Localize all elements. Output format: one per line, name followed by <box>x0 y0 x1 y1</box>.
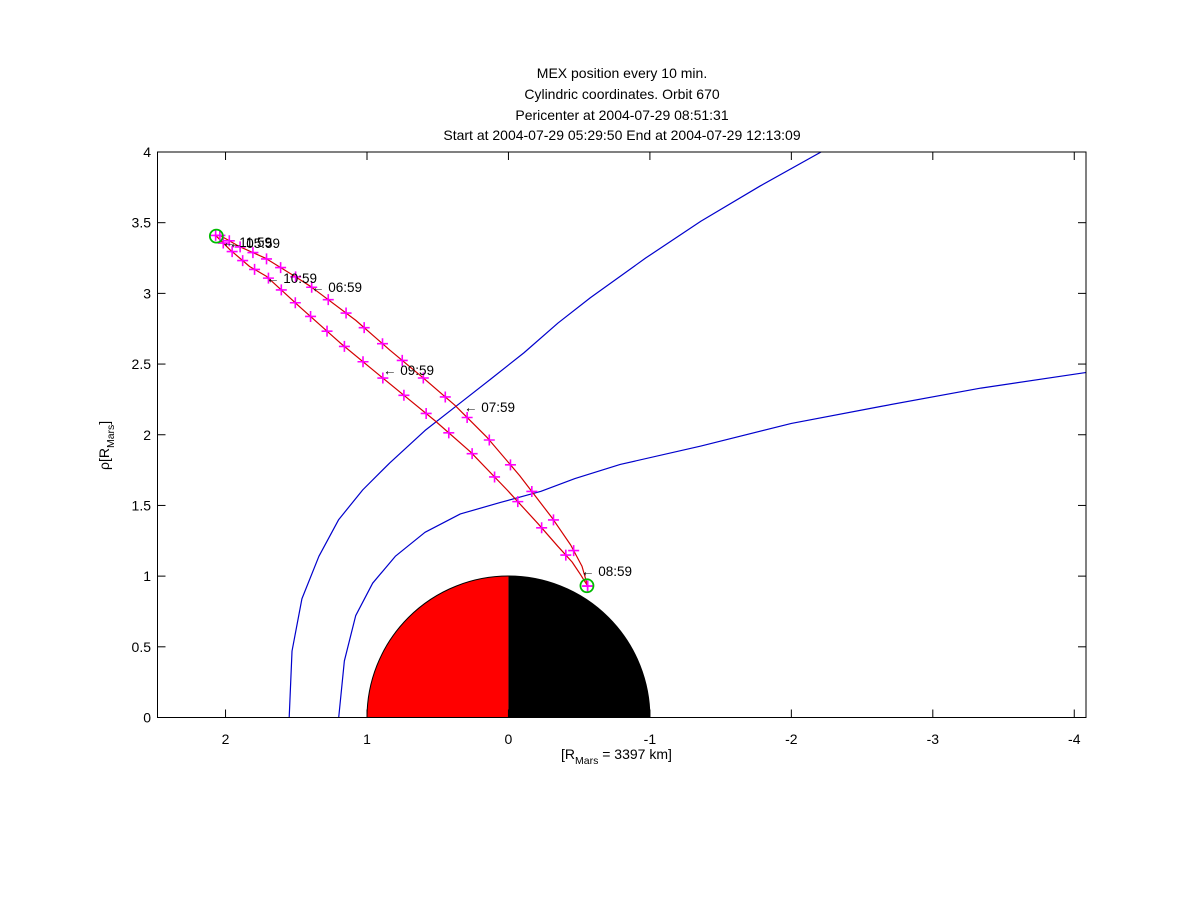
trajectory-marker <box>234 241 246 253</box>
x-tick-label: 2 <box>222 731 230 747</box>
trajectory-marker <box>504 459 516 471</box>
trajectory-marker <box>568 545 580 557</box>
annotation-layer: ← 11:59← 05:59 ← 10:59← 06:59 ← 09:59 ← 07:… <box>222 235 632 579</box>
trajectory-marker <box>289 297 301 309</box>
time-annotation: ← 05:59 <box>229 236 280 251</box>
title-line-2: Cylindric coordinates. Orbit 670 <box>524 86 720 102</box>
trajectory-marker <box>489 471 501 483</box>
time-annotation: ← 09:59 <box>383 363 434 378</box>
time-annotation: ← 10:59 <box>266 271 317 286</box>
trajectory-marker <box>483 434 495 446</box>
title-line-4: Start at 2004-07-29 05:29:50 End at 2004… <box>443 127 800 143</box>
trajectory-marker <box>226 246 238 258</box>
y-tick-label: 0.5 <box>132 639 152 655</box>
y-tick-label: 4 <box>143 144 151 160</box>
mpb-model-curve <box>338 371 1086 718</box>
trajectory-marker <box>338 340 350 352</box>
trajectory-marker <box>417 372 429 384</box>
trajectory-marker <box>305 310 317 322</box>
title-line-3: Pericenter at 2004-07-29 08:51:31 <box>515 107 728 123</box>
trajectory-marker <box>377 372 389 384</box>
trajectory-marker <box>358 322 370 334</box>
trajectory-marker <box>321 325 333 337</box>
trajectory-marker <box>249 263 261 275</box>
x-tick-label: -4 <box>1068 731 1081 747</box>
y-axis-label: ρ[RMars] <box>96 421 117 470</box>
time-annotation: ← 11:59 <box>222 235 272 250</box>
bow-shock-model-curve <box>288 152 822 718</box>
time-annotation: ← 08:59 <box>581 564 632 579</box>
trajectory-marker <box>357 356 369 368</box>
trajectory-marker <box>322 294 334 306</box>
y-tick-label: 0 <box>143 710 151 726</box>
trajectory-marker <box>547 514 559 526</box>
trajectory-marker <box>582 580 594 592</box>
title-line-1: MEX position every 10 min. <box>537 65 707 81</box>
x-tick-label: -1 <box>644 731 657 747</box>
planet-outline <box>366 575 651 718</box>
trajectory-marker <box>443 427 455 439</box>
trajectory-marker <box>210 229 222 241</box>
time-annotation: ← 07:59 <box>464 400 515 415</box>
trajectory-marker <box>275 262 287 274</box>
trajectory-marker <box>223 235 235 247</box>
trajectory-marker <box>237 255 249 267</box>
trajectory-marker <box>398 389 410 401</box>
y-tick-label: 3 <box>143 285 151 301</box>
trajectory-marker <box>420 407 432 419</box>
y-tick-label: 3.5 <box>132 215 152 231</box>
trajectory-marker <box>439 391 451 403</box>
trajectory-marker <box>217 237 229 249</box>
trajectory-marker <box>306 281 318 293</box>
y-tick-label: 2 <box>143 427 151 443</box>
plot-area <box>208 152 1086 718</box>
orbit-start-end-circle <box>208 228 224 244</box>
trajectory-marker <box>526 485 538 497</box>
planet-dayside <box>366 576 509 718</box>
x-tick-label: 0 <box>505 731 513 747</box>
trajectory-marker <box>396 354 408 366</box>
trajectory-marker <box>261 253 273 265</box>
trajectory-marker <box>560 549 572 561</box>
trajectory-marker <box>290 271 302 283</box>
trajectory-marker <box>512 496 524 508</box>
trajectory-marker <box>247 247 259 259</box>
y-tick-label: 2.5 <box>132 356 152 372</box>
y-tick-label: 1.5 <box>132 497 152 513</box>
pericenter-circle <box>579 578 595 594</box>
trajectory-marker <box>262 272 274 284</box>
time-annotation: ← 06:59 <box>311 280 362 295</box>
trajectory-marker <box>536 522 548 534</box>
trajectory-marker <box>461 412 473 424</box>
plot-border <box>157 151 1087 718</box>
trajectory-marker <box>466 448 478 460</box>
trajectory-marker <box>340 307 352 319</box>
x-tick-label: 1 <box>363 731 371 747</box>
x-tick-label: -2 <box>785 731 798 747</box>
y-tick-label: 1 <box>143 568 151 584</box>
trajectory-marker <box>275 284 287 296</box>
x-axis-label: [RMars = 3397 km] <box>561 746 672 767</box>
trajectory-marker <box>376 338 388 350</box>
planet-nightside <box>508 576 650 718</box>
x-tick-label: -3 <box>927 731 940 747</box>
